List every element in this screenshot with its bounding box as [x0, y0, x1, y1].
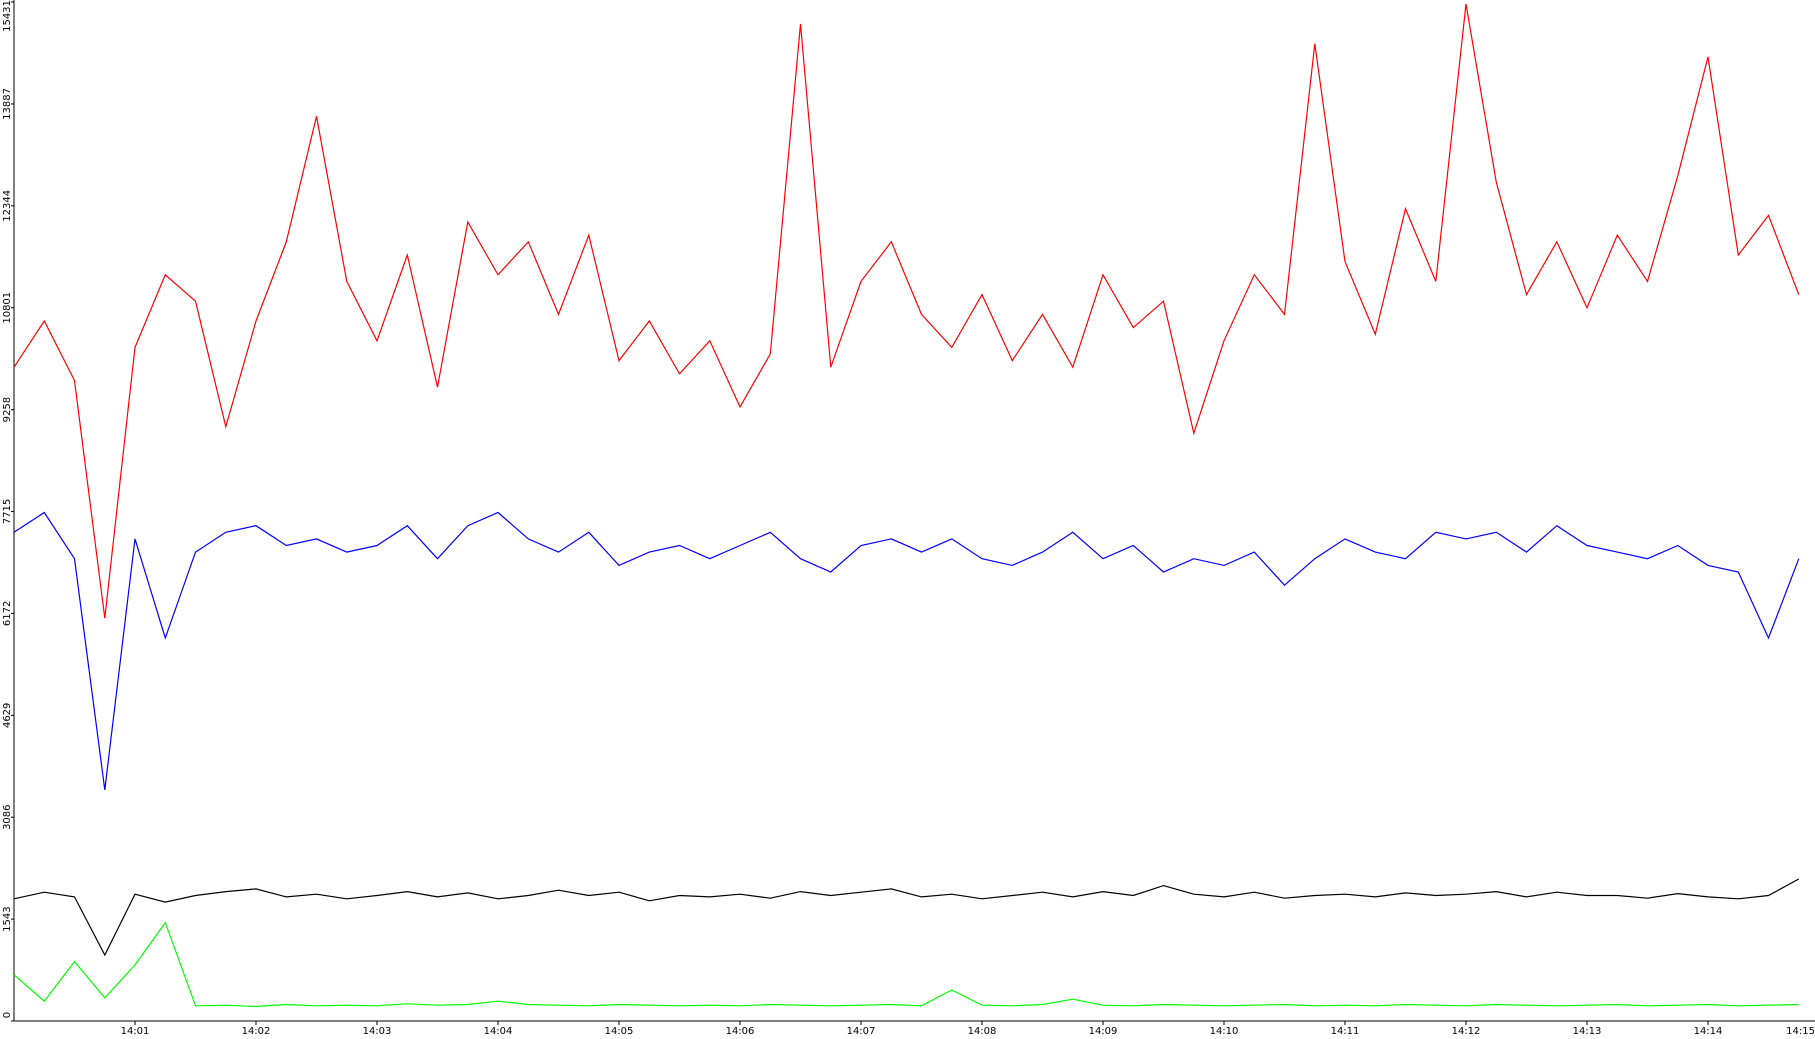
x-tick-label: 14:07: [847, 1026, 876, 1037]
series-line: [13, 878, 1800, 957]
x-tick-label: 14:15: [1786, 1026, 1815, 1037]
x-tick-label: 14:06: [726, 1026, 755, 1037]
x-tick-label: 14:12: [1452, 1026, 1481, 1037]
x-tick-label: 14:08: [968, 1026, 997, 1037]
x-tick-label: 14:10: [1210, 1026, 1239, 1037]
x-tick-label: 14:11: [1331, 1026, 1360, 1037]
x-tick-label: 14:03: [363, 1026, 392, 1037]
y-tick-label: 15431: [2, 0, 13, 32]
y-tick-label: 13887: [2, 88, 13, 120]
y-tick-label: 9258: [2, 397, 13, 422]
y-tick-label: 6172: [2, 601, 13, 626]
series-line: [13, 3, 1800, 619]
series-line: [13, 921, 1799, 1008]
x-tick-label: 14:04: [484, 1026, 513, 1037]
x-tick-label: 14:09: [1089, 1026, 1118, 1037]
y-tick-label: 12344: [2, 190, 13, 222]
y-tick-label: 7715: [2, 499, 13, 524]
x-tick-label: 14:02: [242, 1026, 271, 1037]
x-tick-label: 14:14: [1694, 1026, 1723, 1037]
x-tick-label: 14:13: [1573, 1026, 1602, 1037]
y-tick-label: 10801: [2, 292, 13, 324]
y-tick-label: 4629: [2, 703, 13, 728]
y-tick-label: 1543: [2, 906, 13, 931]
series-line: [13, 511, 1800, 790]
y-tick-label: 0: [2, 1012, 13, 1018]
y-tick-label: 3086: [2, 804, 13, 829]
x-tick-label: 14:01: [121, 1026, 150, 1037]
x-tick-label: 14:05: [605, 1026, 634, 1037]
